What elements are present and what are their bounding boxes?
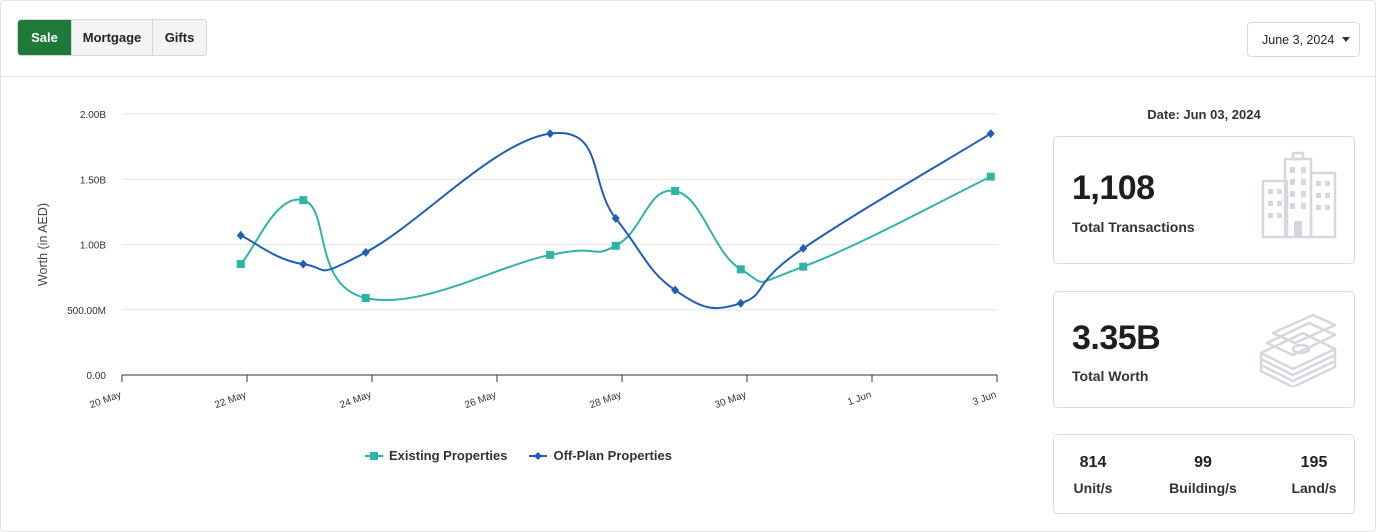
x-tick-label: 22 May [213,389,248,411]
units-count: 814 [1079,454,1107,471]
tab-gifts[interactable]: Gifts [153,20,206,55]
legend-label: Off-Plan Properties [553,448,672,463]
data-point [799,243,808,253]
units-label: Unit/s [1073,480,1113,496]
data-point [671,285,680,295]
summary-date: Date: Jun 03, 2024 [1147,107,1261,122]
money-stack-icon [1259,313,1337,387]
y-tick-label: 1.50B [80,175,106,186]
line-chart: 0.00 500.00M 1.00B 1.50B 2.00B 20 May 22 May 24… [36,110,998,411]
y-tick-label: 0.00 [87,371,107,382]
x-tick-label: 26 May [463,389,498,411]
x-tick-label: 30 May [713,389,748,411]
data-point [299,196,308,205]
total-transactions-label: Total Transactions [1072,219,1195,235]
square-marker-icon [365,451,383,460]
legend-label: Existing Properties [389,448,508,463]
data-point [799,262,808,271]
x-tick-label: 20 May [88,389,123,411]
total-worth-value: 3.35B [1072,319,1161,357]
buildings-label: Building/s [1169,480,1237,496]
data-point [671,186,680,195]
x-tick-label: 24 May [338,389,373,411]
diamond-marker-icon [529,451,548,460]
date-dropdown[interactable]: June 3, 2024 [1247,22,1360,57]
property-breakdown-card: 814 Unit/s 99 Building/s 195 Land/s [1053,434,1355,514]
y-tick-label: 1.00B [80,241,106,252]
legend-item-existing[interactable]: Existing Properties [365,448,507,463]
date-dropdown-value: June 3, 2024 [1262,32,1335,47]
total-transactions-value: 1,108 [1072,169,1155,207]
data-point [736,265,745,274]
tab-mortgage[interactable]: Mortgage [72,20,153,55]
data-point [546,129,555,139]
buildings-icon [1261,151,1337,239]
x-tick-label: 1 Jun [846,389,873,408]
data-point [546,250,555,259]
total-worth-card: 3.35B Total Worth [1053,291,1355,408]
data-point [986,172,995,181]
data-point [236,260,245,269]
data-point [361,247,370,257]
transaction-type-tabs: Sale Mortgage Gifts [17,19,207,56]
lands-label: Land/s [1291,480,1337,496]
toolbar [0,0,1376,77]
series-line-offplan [240,131,992,310]
x-tick-label: 28 May [588,389,623,411]
data-point [236,230,245,240]
chart-legend: Existing Properties Off-Plan Properties [365,448,672,463]
data-point [986,129,995,139]
data-point [299,259,308,269]
total-transactions-card: 1,108 Total Transactions [1053,136,1355,264]
legend-item-offplan[interactable]: Off-Plan Properties [529,448,672,463]
series-line-existing [240,175,992,302]
buildings-count: 99 [1194,454,1212,471]
y-tick-label: 2.00B [80,110,106,121]
x-tick-label: 3 Jun [971,389,998,408]
data-point [611,213,620,223]
data-point [361,294,370,303]
data-point [736,298,745,308]
tab-sale[interactable]: Sale [18,20,72,55]
y-tick-label: 500.00M [67,306,106,317]
total-worth-label: Total Worth [1072,368,1149,384]
lands-count: 195 [1300,454,1328,471]
caret-down-icon [1342,37,1350,42]
y-axis-label: Worth (in AED) [36,203,50,286]
data-point [611,241,620,250]
